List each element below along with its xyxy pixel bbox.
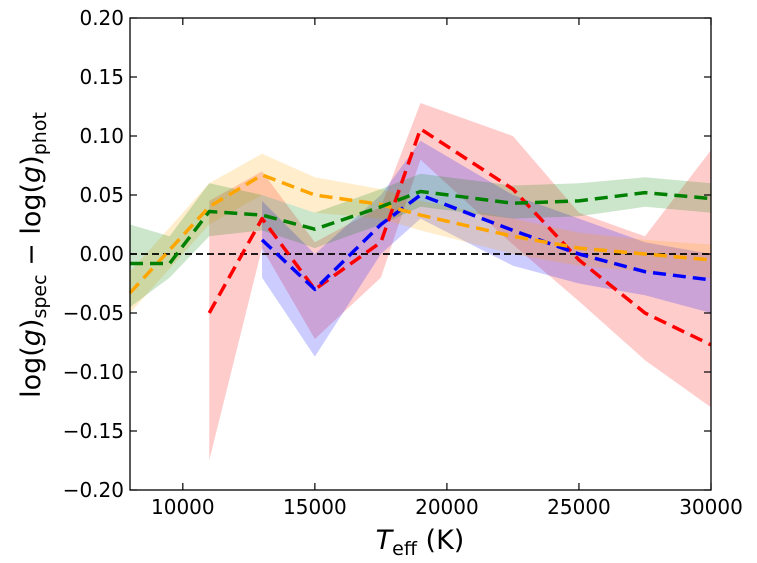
y-tick-label: 0.10	[79, 124, 124, 148]
line-blue	[260, 193, 712, 292]
series-lines	[128, 127, 712, 347]
x-tick-label: 20000	[415, 495, 479, 519]
band-blue	[262, 140, 711, 357]
y-axis-label: log(g)spec − log(g)phot	[16, 112, 51, 398]
y-tick-label: 0.20	[79, 6, 124, 30]
line-orange	[128, 173, 712, 295]
y-tick-label: −0.15	[63, 419, 124, 443]
y-tick-label: −0.10	[63, 360, 124, 384]
y-tick-label: 0.15	[79, 65, 124, 89]
band-orange	[130, 153, 711, 313]
axis-ticks: 10000 15000 20000 25000 30000 −0.20 −0.15 −0.10…	[63, 6, 743, 519]
x-tick-label: 15000	[283, 495, 347, 519]
y-tick-label: 0.00	[79, 242, 124, 266]
uncertainty-bands	[130, 102, 711, 461]
x-tick-label: 10000	[151, 495, 215, 519]
y-tick-label: 0.05	[79, 183, 124, 207]
x-axis-label: Teff (K)	[376, 525, 465, 560]
line-red	[207, 127, 712, 347]
y-tick-label: −0.20	[63, 478, 124, 502]
x-tick-label: 30000	[679, 495, 743, 519]
line-green	[130, 189, 712, 266]
x-tick-label: 25000	[547, 495, 611, 519]
band-green	[130, 173, 711, 308]
y-tick-label: −0.05	[63, 301, 124, 325]
